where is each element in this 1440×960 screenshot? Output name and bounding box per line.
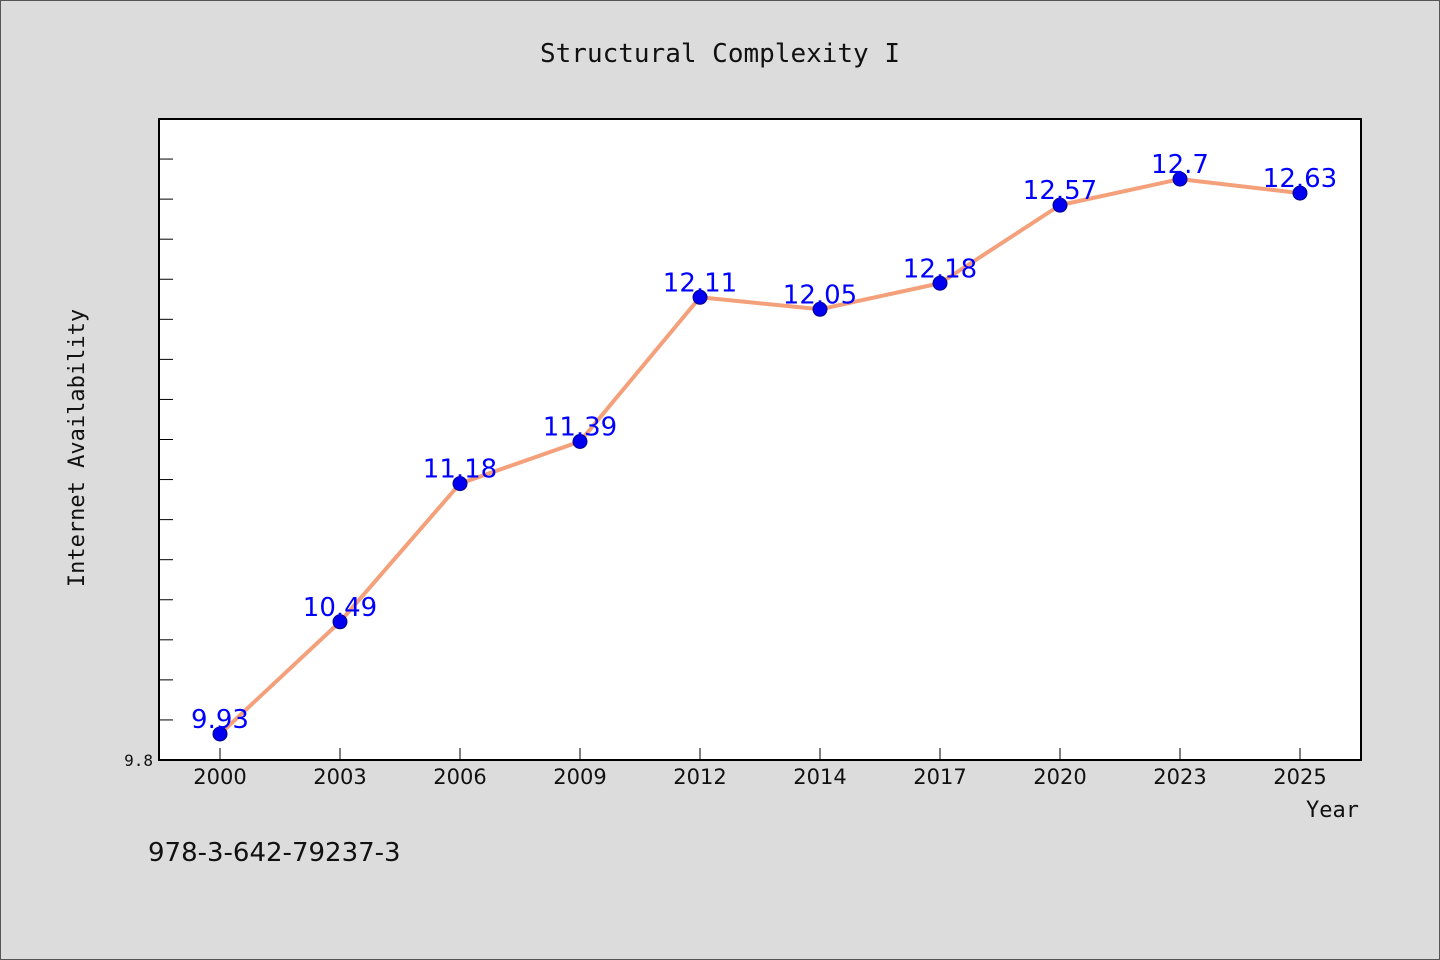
data-label: 9.93 (191, 705, 249, 735)
data-label: 12.18 (903, 254, 977, 284)
data-point (812, 301, 828, 317)
y-tick-labels: 9.8 (124, 751, 153, 770)
chart-title: Structural Complexity I (540, 39, 900, 69)
data-label: 12.63 (1263, 164, 1337, 194)
series-line-group (218, 177, 1301, 736)
series-line (218, 177, 1301, 736)
data-point (1292, 185, 1308, 201)
data-label: 12.7 (1151, 150, 1209, 180)
x-tick-label: 2009 (553, 765, 606, 789)
data-labels-group: 9.93 10.49 11.18 11.39 12.11 12.05 12.18 12.57 1… (191, 150, 1337, 735)
markers-group (212, 171, 1308, 742)
x-tick-label: 2025 (1273, 765, 1326, 789)
x-tick-label: 2000 (193, 765, 246, 789)
x-tick-label: 2012 (673, 765, 726, 789)
y-axis-label: Internet Availability (65, 309, 90, 587)
data-point (1172, 171, 1188, 187)
y-tick-label: 9.8 (124, 751, 153, 770)
plot-area (158, 118, 1362, 761)
x-axis-label: Year (1306, 798, 1359, 823)
data-point (332, 614, 348, 630)
data-label: 12.11 (663, 268, 737, 298)
data-point (692, 289, 708, 305)
data-point (572, 434, 588, 450)
data-point (1052, 197, 1068, 213)
data-label: 10.49 (303, 593, 377, 623)
data-label: 11.39 (543, 413, 617, 443)
data-label: 12.05 (783, 280, 857, 310)
x-tick-label: 2020 (1033, 765, 1086, 789)
axis-ticks (159, 158, 1301, 760)
data-point (932, 275, 948, 291)
data-label: 11.18 (423, 455, 497, 485)
x-tick-label: 2006 (433, 765, 486, 789)
data-point (452, 476, 468, 492)
x-tick-label: 2014 (793, 765, 846, 789)
data-label: 12.57 (1023, 176, 1097, 206)
x-tick-label: 2017 (913, 765, 966, 789)
x-tick-label: 2003 (313, 765, 366, 789)
x-tick-labels: 2000 2003 2006 2009 2012 2014 2017 2020 2023 2025 (193, 765, 1326, 789)
isbn-footer: 978-3-642-79237-3 (148, 838, 401, 868)
x-tick-label: 2023 (1153, 765, 1206, 789)
data-point (212, 726, 228, 742)
